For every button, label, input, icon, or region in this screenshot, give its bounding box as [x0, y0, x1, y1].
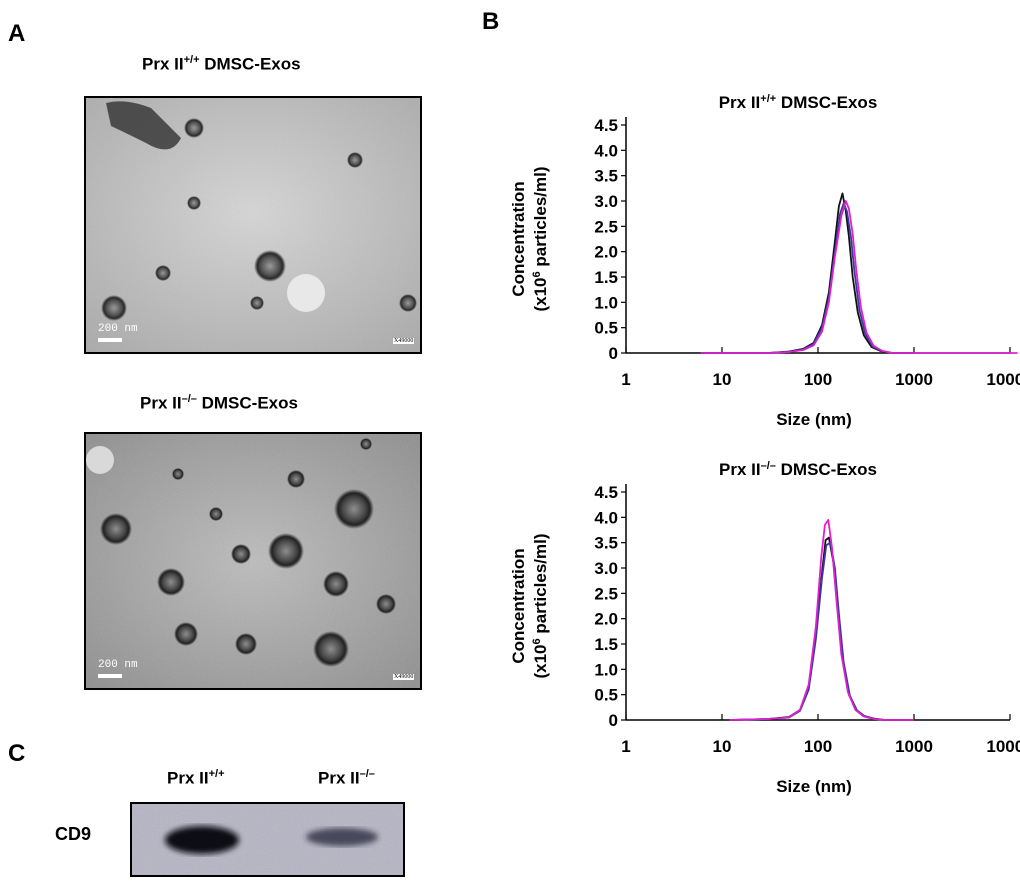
western-blot [130, 802, 405, 877]
y-tick-label: 2.0 [594, 243, 618, 262]
x-tick-label: 1000 [895, 737, 933, 756]
x-tick-label: 10 [713, 737, 732, 756]
blot-membrane [132, 804, 403, 875]
series-line-magenta [729, 519, 914, 721]
panel-label-b: B [482, 8, 500, 35]
blot-lane-label-wt: Prx II+/+ [167, 768, 225, 788]
y-tick-label: 0.5 [594, 686, 618, 705]
y-tick-label: 0.5 [594, 319, 618, 338]
y-tick-label: 1.5 [594, 268, 618, 287]
tem-bottom-title: Prx II–/– DMSC-Exos [140, 393, 298, 413]
y-tick-label: 4.0 [594, 508, 618, 527]
chart-title: Prx II+/+ DMSC-Exos [719, 93, 878, 112]
y-tick-label: 3.0 [594, 192, 618, 211]
cd9-band-ko [306, 828, 378, 846]
y-tick-label: 4.5 [594, 483, 618, 502]
panel-label-a: A [8, 20, 26, 47]
tem-micrograph-bottom [86, 434, 420, 688]
scale-bar-label: 200 nm [98, 659, 138, 671]
x-tick-label: 10000 [986, 370, 1020, 389]
y-tick-label: 2.5 [594, 584, 618, 603]
x-axis-label: Size (nm) [776, 777, 852, 796]
y-tick-label: 3.5 [594, 167, 618, 186]
y-axis-label-units: (x106 particles/ml) [531, 166, 550, 311]
x-tick-label: 1 [621, 737, 630, 756]
y-tick-label: 3.0 [594, 559, 618, 578]
panel-label-c: C [8, 740, 26, 767]
x-tick-label: 10000 [986, 737, 1020, 756]
y-tick-label: 3.5 [594, 534, 618, 553]
series-line-black [700, 192, 914, 354]
y-axis-label: Concentration [509, 548, 528, 663]
blot-lane-label-ko: Prx II–/– [318, 768, 375, 788]
magnification-label: X49000 [393, 338, 415, 344]
y-tick-label: 4.0 [594, 141, 618, 160]
x-tick-label: 100 [804, 370, 832, 389]
x-tick-label: 100 [804, 737, 832, 756]
y-tick-label: 2.0 [594, 610, 618, 629]
x-tick-label: 10 [713, 370, 732, 389]
tem-image-wildtype: 200 nm X49000 [84, 96, 422, 354]
y-axis-label: Concentration [509, 181, 528, 296]
series-line-magenta [700, 200, 1018, 354]
y-axis-label-units: (x106 particles/ml) [531, 533, 550, 678]
y-tick-label: 0 [609, 711, 618, 730]
nta-chart-knockout: Prx II–/– DMSC-Exos 0 0.5 1.0 1.5 2.0 2.5 3.0 3.… [509, 460, 1020, 796]
series-line-black [729, 536, 914, 721]
y-tick-label: 0 [609, 344, 618, 363]
chart-title: Prx II–/– DMSC-Exos [719, 460, 877, 479]
y-tick-label: 1.0 [594, 293, 618, 312]
y-tick-label: 4.5 [594, 116, 618, 135]
tem-image-knockout: 200 nm X49000 [84, 432, 422, 690]
nta-chart-wildtype: Prx II+/+ DMSC-Exos 0 0.5 1.0 1.5 2.0 2.5 3.0 3.… [509, 93, 1020, 429]
series-line-blue [700, 202, 914, 354]
x-tick-label: 1000 [895, 370, 933, 389]
y-tick-label: 1.5 [594, 635, 618, 654]
cd9-band-wt [165, 826, 239, 854]
blot-row-label: CD9 [55, 824, 92, 844]
magnification-label: X49000 [393, 674, 415, 680]
tem-micrograph-top [86, 98, 420, 352]
x-axis-label: Size (nm) [776, 410, 852, 429]
scale-bar-label: 200 nm [98, 323, 138, 335]
tem-top-title: Prx II+/+ DMSC-Exos [142, 54, 301, 74]
y-tick-label: 1.0 [594, 660, 618, 679]
x-tick-label: 1 [621, 370, 630, 389]
y-tick-label: 2.5 [594, 217, 618, 236]
